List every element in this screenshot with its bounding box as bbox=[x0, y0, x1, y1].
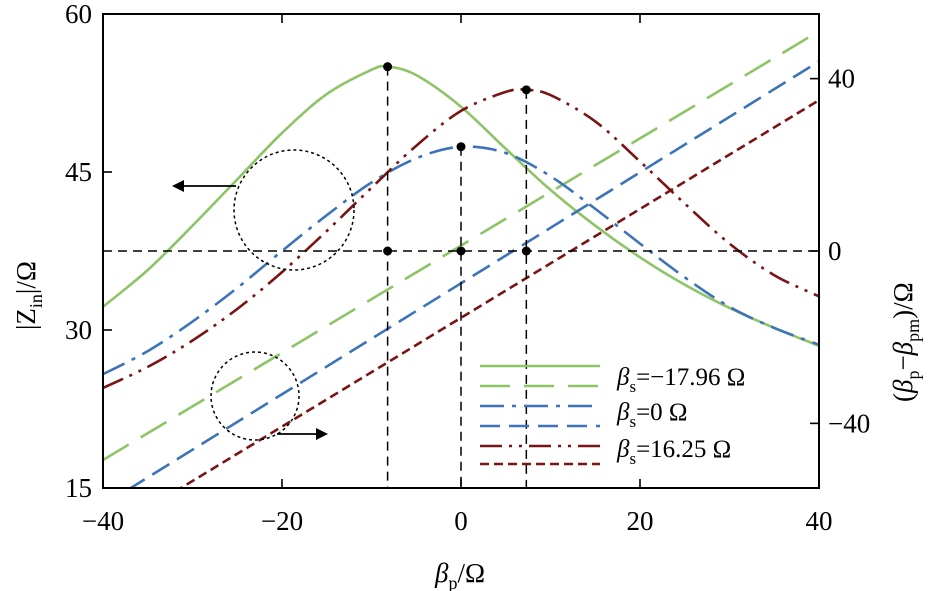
y-left-tick-label: 15 bbox=[65, 473, 92, 503]
axis-ticks bbox=[102, 13, 820, 489]
y-axis-left-title: |Zin|/Ω bbox=[11, 261, 46, 330]
y-left-tick-label: 45 bbox=[65, 157, 92, 187]
y-left-tick-label: 30 bbox=[65, 315, 92, 345]
y-right-tick-label: 40 bbox=[828, 64, 855, 94]
y-right-tick-label: 0 bbox=[828, 236, 842, 266]
axis-tick-labels: −40 −20 0 20 40 15 30 45 60 −40 0 40 bbox=[65, 0, 870, 536]
right-axis-arrowhead bbox=[316, 428, 328, 440]
marker-point-5 bbox=[521, 246, 531, 256]
left-axis-arrowhead bbox=[172, 180, 184, 192]
marker-point-3 bbox=[383, 246, 393, 256]
marker-point-1 bbox=[456, 142, 466, 152]
y-right-tick-label: −40 bbox=[828, 408, 870, 438]
legend: βs=−17.96 Ω βs=0 Ω βs=16.25 Ω bbox=[480, 364, 745, 468]
left-axis-indicator-circle bbox=[233, 149, 355, 271]
legend-label-3: βs=16.25 Ω bbox=[616, 436, 731, 468]
legend-label-1: βs=−17.96 Ω bbox=[616, 364, 745, 396]
right-axis-indicator-circle bbox=[210, 351, 300, 441]
x-tick-label: −20 bbox=[261, 506, 303, 536]
marker-point-2 bbox=[521, 85, 531, 95]
x-axis-title: βp/Ω bbox=[434, 558, 485, 591]
y-axis-right-title: (βp−βpm)/Ω bbox=[888, 282, 923, 402]
markers bbox=[383, 62, 531, 256]
marker-point-0 bbox=[383, 62, 393, 72]
annotations bbox=[172, 149, 355, 441]
legend-label-2: βs=0 Ω bbox=[616, 399, 688, 431]
series-line-4-dashdotdot bbox=[103, 88, 819, 390]
x-tick-label: 40 bbox=[806, 506, 833, 536]
marker-point-4 bbox=[456, 246, 466, 256]
y-left-tick-label: 60 bbox=[65, 0, 92, 29]
guide-lines bbox=[103, 66, 819, 488]
x-tick-label: −40 bbox=[82, 506, 124, 536]
x-tick-label: 20 bbox=[627, 506, 654, 536]
x-tick-label: 0 bbox=[454, 506, 468, 536]
